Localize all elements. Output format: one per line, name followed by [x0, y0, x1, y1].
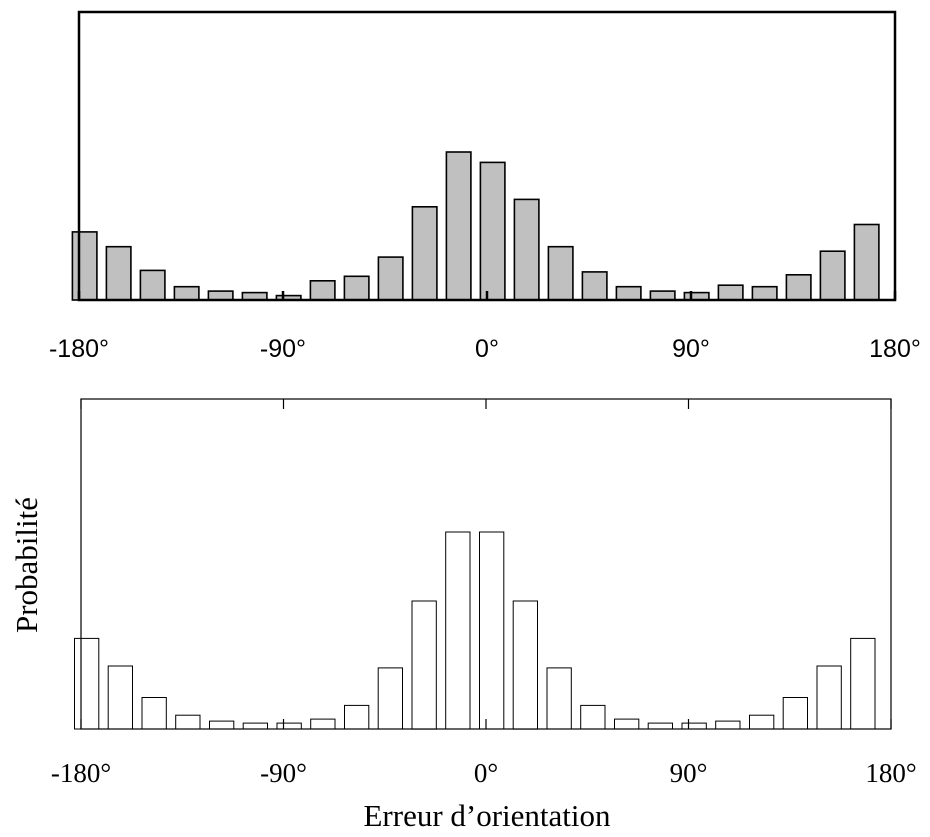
histogram-bar	[547, 245, 574, 301]
histogram-bar	[614, 718, 640, 730]
histogram-bar	[344, 704, 370, 730]
x-tick-label: -180°	[49, 335, 109, 363]
histogram-bar	[377, 667, 404, 730]
histogram-bar	[816, 665, 842, 730]
histogram-bar	[276, 722, 302, 730]
histogram-bar	[209, 720, 235, 730]
histogram-bar	[173, 285, 200, 301]
histogram-bar	[615, 285, 642, 301]
histogram-bar	[309, 279, 336, 301]
x-tick-label: 0°	[475, 335, 499, 363]
histogram-bar	[513, 198, 540, 301]
x-tick-label: 90°	[672, 335, 710, 363]
histogram-bar	[479, 161, 506, 301]
histogram-bar	[717, 284, 744, 301]
x-tick-label: 180°	[869, 335, 921, 363]
x-tick-label: 180°	[865, 758, 916, 788]
x-tick-label: -180°	[51, 758, 111, 788]
histogram-bar	[175, 714, 201, 730]
histogram-bar	[141, 697, 167, 730]
histogram-bar	[681, 722, 707, 730]
histogram-bar	[785, 273, 812, 301]
x-tick-label: 0°	[474, 758, 498, 788]
histogram-bar	[105, 245, 132, 301]
histogram-bar	[445, 151, 472, 301]
x-tick-label: -90°	[260, 335, 306, 363]
histogram-bar	[207, 290, 234, 301]
histogram-bar	[819, 250, 846, 301]
histogram-bar	[479, 531, 505, 730]
histogram-bar	[751, 285, 778, 301]
histogram-bar	[71, 231, 98, 301]
histogram-bar	[853, 223, 880, 301]
histogram-bar	[343, 275, 370, 301]
histogram-bar	[411, 206, 438, 301]
histogram-bar	[310, 718, 336, 730]
y-axis-title: Probabilité	[9, 497, 44, 633]
histogram-bar	[580, 704, 606, 730]
histogram-bar	[445, 531, 471, 730]
histogram-bar	[749, 714, 775, 730]
histogram-bar	[850, 637, 876, 730]
histogram-bar	[581, 271, 608, 301]
x-axis-title: Erreur d’orientation	[363, 798, 611, 833]
histogram-bar	[546, 667, 572, 730]
x-tick-label: 90°	[670, 758, 708, 788]
histogram-bar	[782, 697, 809, 730]
histogram-bar	[377, 256, 404, 301]
histogram-bar	[74, 637, 100, 730]
histogram-bar	[139, 269, 166, 301]
histogram-bar	[647, 722, 674, 730]
histogram-bar	[411, 600, 437, 730]
x-tick-label: -90°	[260, 758, 307, 788]
top-histogram: -180° -90° 0° 90° 180°	[49, 10, 921, 363]
histogram-bar	[715, 720, 741, 730]
histogram-bar	[649, 290, 676, 301]
bottom-histogram: -180° -90° 0° 90° 180°	[51, 398, 917, 788]
histogram-bar	[512, 600, 539, 730]
histogram-bar	[107, 665, 133, 730]
histogram-bar	[242, 722, 268, 730]
